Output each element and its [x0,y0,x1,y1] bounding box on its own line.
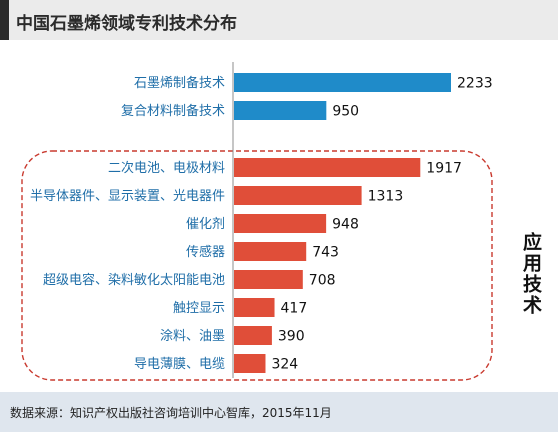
data-label: 948 [332,217,359,233]
bar [234,242,306,261]
title-bar: 中国石墨烯领域专利技术分布 [0,0,558,40]
application-group-box [22,151,492,380]
bar [234,158,420,177]
application-technology-label: 应用技术 [512,232,542,316]
category-label: 石墨烯制备技术 [134,75,225,91]
data-label: 390 [278,329,305,345]
data-label: 743 [312,245,339,261]
data-label: 1313 [368,189,404,205]
bar-chart: 石墨烯制备技术 2233 复合材料制备技术 950 二次电池、电极材料 1917 半导体器件… [0,40,558,392]
data-label: 324 [271,357,298,373]
chart-title: 中国石墨烯领域专利技术分布 [16,9,237,34]
bar [234,101,326,120]
bar [234,354,265,373]
category-label: 催化剂 [186,217,225,232]
data-label: 2233 [457,76,493,92]
category-label: 导电薄膜、电缆 [134,356,225,372]
category-label: 半导体器件、显示装置、光电器件 [30,189,225,204]
category-label: 传感器 [186,244,225,260]
category-label: 复合材料制备技术 [121,103,225,119]
data-label: 417 [281,301,308,317]
source-bar: 数据来源：知识产权出版社咨询培训中心智库，2015年11月 [0,392,558,432]
bar [234,214,326,233]
data-label: 708 [309,273,336,289]
bar [234,186,362,205]
category-label: 超级电容、染料敏化太阳能电池 [43,272,225,288]
category-label: 触控显示 [173,301,225,316]
bar [234,326,272,345]
data-label: 1917 [426,161,462,177]
data-label: 950 [332,104,359,120]
title-accent [0,0,9,40]
category-label: 二次电池、电极材料 [108,160,225,176]
data-source: 数据来源：知识产权出版社咨询培训中心智库，2015年11月 [10,404,332,421]
bar [234,270,303,289]
bar [234,298,275,317]
category-label: 涂料、油墨 [160,328,225,344]
bar [234,73,451,92]
